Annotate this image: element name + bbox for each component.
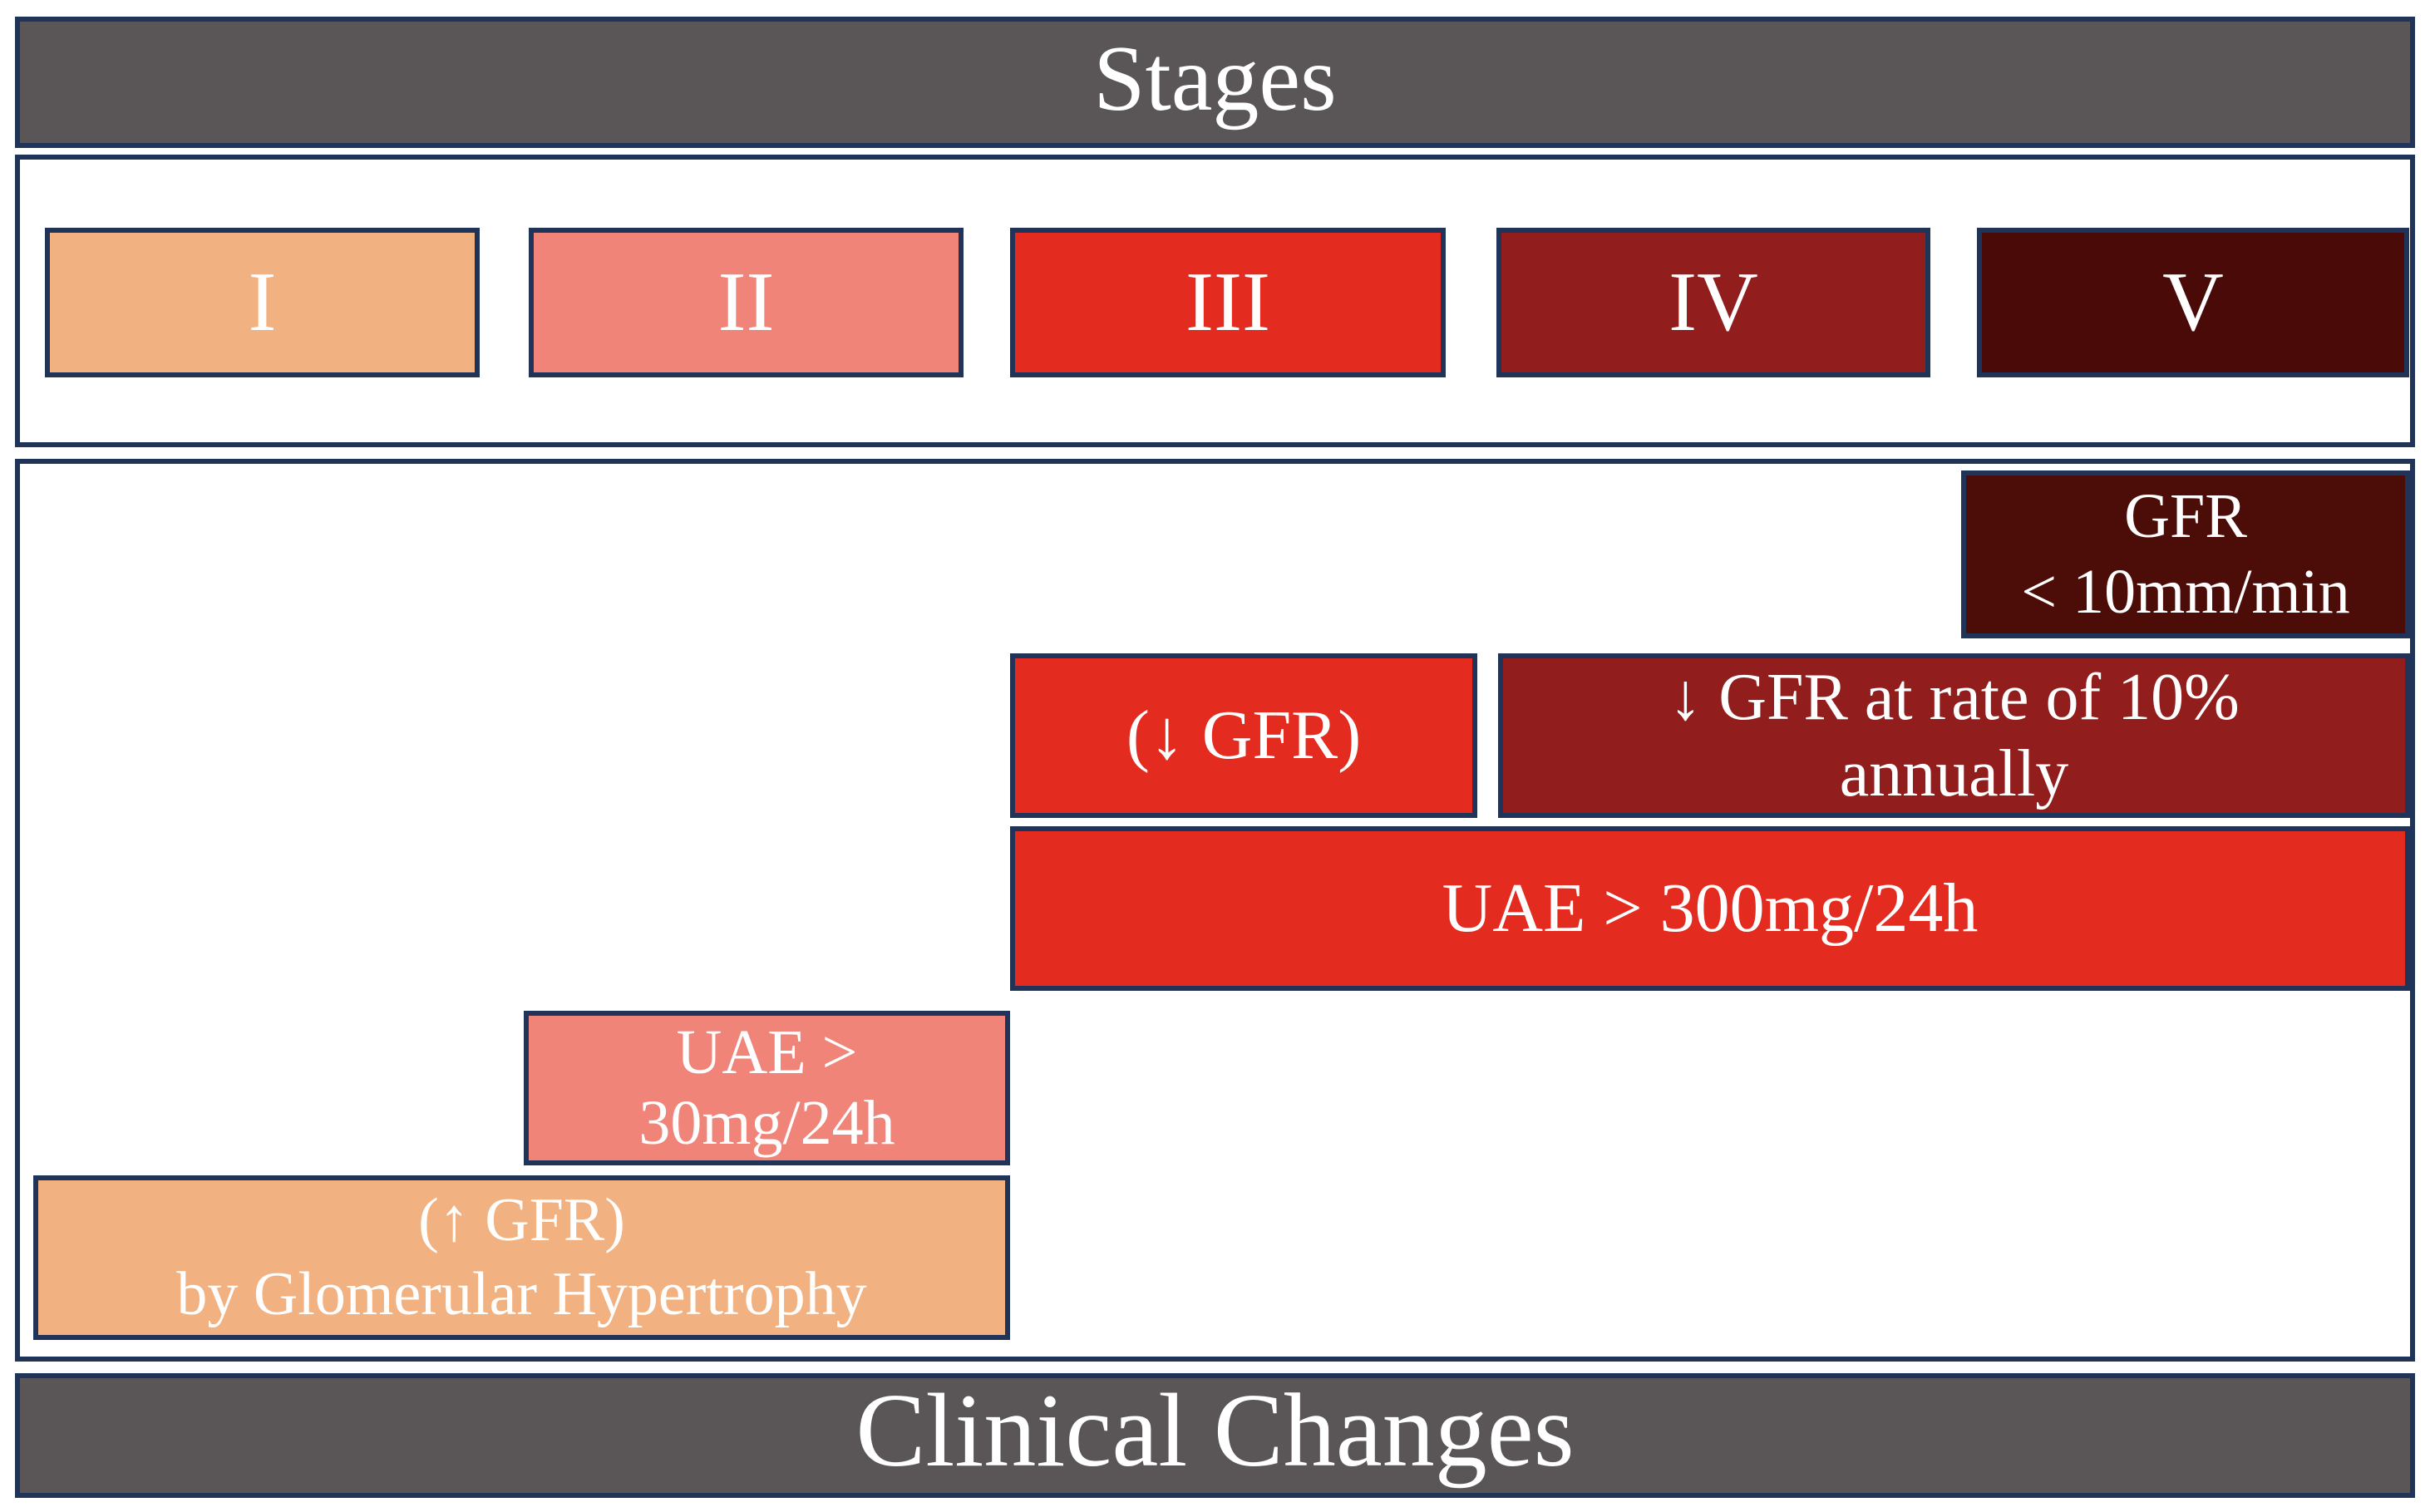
stage-box-ii: II <box>529 228 964 377</box>
uae-30-line1: UAE > <box>676 1017 858 1087</box>
stages-header-band: Stages <box>15 17 2415 148</box>
stage-box-iv: IV <box>1496 228 1930 377</box>
gfr-under-10-line2: < 10mm/min <box>2021 557 2350 627</box>
stage-box-v: V <box>1977 228 2409 377</box>
stage-box-iii: III <box>1010 228 1446 377</box>
stage-box-i: I <box>45 228 480 377</box>
stage-label-iii: III <box>1185 255 1270 349</box>
uae-300-box: UAE > 300mg/24h <box>1010 826 2410 991</box>
gfr-under-10-box: GFR < 10mm/min <box>1961 470 2410 638</box>
gfr-under-10-line1: GFR <box>2124 480 2247 551</box>
uae-300-label: UAE > 300mg/24h <box>1442 869 1979 947</box>
gfr-decrease-box: (↓ GFR) <box>1010 653 1477 818</box>
clinical-changes-band: Clinical Changes <box>15 1373 2415 1498</box>
stage-label-v: V <box>2162 255 2224 349</box>
gfr-increase-hypertrophy-box: (↑ GFR) by Glomerular Hypertrophy <box>33 1175 1010 1340</box>
gfr-rate-decline-box: ↓ GFR at rate of 10% annually <box>1498 653 2410 818</box>
stage-label-ii: II <box>717 255 775 349</box>
clinical-changes-section: GFR < 10mm/min (↓ GFR) ↓ GFR at rate of … <box>15 459 2415 1362</box>
stage-label-iv: IV <box>1668 255 1758 349</box>
clinical-changes-title: Clinical Changes <box>855 1373 1575 1489</box>
uae-30-box: UAE > 30mg/24h <box>524 1011 1010 1165</box>
gfr-decrease-label: (↓ GFR) <box>1126 696 1362 774</box>
gfr-increase-line1: (↑ GFR) <box>418 1186 625 1255</box>
stage-label-i: I <box>248 255 277 349</box>
uae-30-line2: 30mg/24h <box>638 1088 895 1158</box>
gfr-rate-decline-line2: annually <box>1839 737 2069 810</box>
gfr-increase-line2: by Glomerular Hypertrophy <box>176 1260 867 1328</box>
gfr-rate-decline-line1: ↓ GFR at rate of 10% <box>1668 661 2240 734</box>
stages-row-section: I II III IV V <box>15 155 2415 447</box>
stages-header-title: Stages <box>1093 27 1337 131</box>
